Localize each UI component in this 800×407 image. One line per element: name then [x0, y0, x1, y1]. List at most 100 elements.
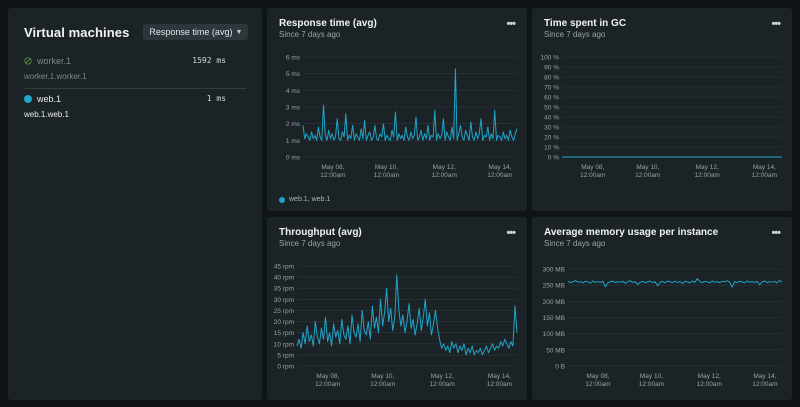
y-tick-label: 100 MB	[543, 331, 565, 338]
metric-select[interactable]: Response time (avg) ▼	[143, 24, 249, 40]
status-dot-icon	[24, 95, 32, 103]
legend-dot-icon	[279, 196, 285, 203]
y-tick-label: 150 MB	[543, 315, 565, 322]
y-tick-label: 80 %	[544, 75, 559, 82]
x-tick-label: May 14,	[753, 164, 776, 171]
y-tick-label: 10 rpm	[274, 341, 294, 348]
x-tick-label: May 14,	[488, 373, 511, 380]
vm-name-label: web.1	[37, 94, 62, 104]
x-tick-label: May 10,	[371, 373, 394, 380]
y-tick-label: 50 MB	[546, 347, 565, 354]
y-tick-label: 10 %	[544, 145, 559, 152]
x-tick-label: 12:00am	[315, 381, 340, 388]
y-tick-label: 0 %	[548, 155, 559, 162]
y-tick-label: 20 rpm	[274, 319, 294, 326]
x-tick-label: 12:00am	[585, 381, 610, 388]
more-options-icon[interactable]: •••	[771, 227, 781, 239]
more-options-icon[interactable]: •••	[506, 18, 516, 30]
x-tick-label: May 12,	[696, 164, 719, 171]
chart-subtitle: Since 7 days ago	[544, 239, 606, 248]
y-tick-label: 20 %	[544, 135, 559, 142]
x-tick-label: May 10,	[640, 373, 663, 380]
x-tick-label: May 08,	[581, 164, 604, 171]
x-tick-label: 12:00am	[320, 172, 345, 179]
chart-subtitle: Since 7 days ago	[544, 30, 606, 39]
y-tick-label: 200 MB	[543, 299, 565, 306]
vm-header: Virtual machines Response time (avg) ▼	[24, 22, 252, 42]
vm-sub-label: web.1.web.1	[24, 110, 69, 119]
response-time-panel: Response time (avg) Since 7 days ago •••…	[267, 8, 527, 211]
memory-usage-panel: Average memory usage per instance Since …	[532, 217, 792, 400]
y-tick-label: 6 ms	[286, 55, 301, 62]
x-tick-label: May 12,	[433, 164, 456, 171]
vm-row-web[interactable]: web.1 web.1.web.1 1 ms	[24, 94, 246, 128]
y-tick-label: 30 %	[544, 125, 559, 132]
chart-title: Response time (avg)	[279, 18, 377, 29]
virtual-machines-panel: Virtual machines Response time (avg) ▼ w…	[8, 8, 262, 400]
y-tick-label: 35 rpm	[274, 286, 294, 293]
not-allowed-icon	[24, 57, 32, 65]
vm-name: web.1	[24, 94, 61, 104]
more-options-icon[interactable]: •••	[506, 227, 516, 239]
metric-select-label: Response time (avg)	[149, 27, 233, 37]
vm-title: Virtual machines	[24, 24, 130, 40]
x-tick-label: 12:00am	[370, 381, 395, 388]
vm-value: 1592 ms	[192, 56, 226, 65]
throughput-chart: 0 rpm 5 rpm 10 rpm 15 rpm 20 rpm 25 rpm 30 rpm…	[274, 264, 518, 388]
y-tick-label: 5 rpm	[277, 352, 294, 359]
more-options-icon[interactable]: •••	[771, 18, 781, 30]
vm-value: 1 ms	[206, 94, 226, 103]
x-tick-label: May 14,	[488, 164, 511, 171]
y-tick-label: 0 ms	[286, 155, 301, 162]
y-tick-label: 45 rpm	[274, 264, 294, 271]
series-line	[567, 278, 783, 288]
series-line	[296, 274, 518, 356]
x-tick-label: May 10,	[636, 164, 659, 171]
memory-usage-chart: 0 B 50 MB 100 MB 150 MB 200 MB 250 MB 300 MB Ma…	[543, 267, 783, 388]
x-tick-label: May 10,	[375, 164, 398, 171]
x-tick-label: May 14,	[753, 373, 776, 380]
x-tick-label: 12:00am	[487, 172, 512, 179]
y-tick-label: 250 MB	[543, 283, 565, 290]
x-tick-label: 12:00am	[752, 381, 777, 388]
x-tick-label: May 08,	[321, 164, 344, 171]
x-tick-label: 12:00am	[432, 172, 457, 179]
x-tick-label: 12:00am	[487, 381, 512, 388]
chart-title: Time spent in GC	[544, 18, 627, 29]
y-tick-label: 2 ms	[286, 121, 301, 128]
throughput-panel: Throughput (avg) Since 7 days ago ••• 0 …	[267, 217, 527, 400]
chart-title: Throughput (avg)	[279, 227, 362, 238]
gc-time-panel: Time spent in GC Since 7 days ago ••• 0 …	[532, 8, 792, 211]
chevron-down-icon: ▼	[235, 28, 243, 36]
vm-name-label: worker.1	[37, 56, 72, 66]
x-tick-label: 12:00am	[580, 172, 605, 179]
series-line	[302, 68, 518, 141]
vm-row-worker[interactable]: worker.1 worker.1.worker.1 1592 ms	[24, 56, 246, 89]
y-tick-label: 100 %	[541, 55, 560, 62]
y-tick-label: 70 %	[544, 85, 559, 92]
y-tick-label: 1 ms	[286, 138, 301, 145]
x-tick-label: 12:00am	[639, 381, 664, 388]
y-tick-label: 3 ms	[286, 105, 301, 112]
x-tick-label: 12:00am	[635, 172, 660, 179]
x-tick-label: 12:00am	[695, 172, 720, 179]
x-tick-label: May 08,	[586, 373, 609, 380]
y-tick-label: 30 rpm	[274, 297, 294, 304]
y-tick-label: 40 %	[544, 115, 559, 122]
y-tick-label: 40 rpm	[274, 275, 294, 282]
chart-subtitle: Since 7 days ago	[279, 239, 341, 248]
x-tick-label: 12:00am	[697, 381, 722, 388]
chart-legend[interactable]: web.1, web.1	[279, 196, 330, 203]
vm-name: worker.1	[24, 56, 71, 66]
legend-label: web.1, web.1	[289, 196, 331, 203]
y-tick-label: 5 ms	[286, 71, 301, 78]
chart-subtitle: Since 7 days ago	[279, 30, 341, 39]
x-tick-label: 12:00am	[430, 381, 455, 388]
x-tick-label: 12:00am	[752, 172, 777, 179]
x-tick-label: May 12,	[698, 373, 721, 380]
y-tick-label: 300 MB	[543, 267, 565, 274]
y-tick-label: 15 rpm	[274, 330, 294, 337]
x-tick-label: May 08,	[316, 373, 339, 380]
gc-time-chart: 0 % 10 % 20 % 30 % 40 % 50 % 60 % 70 % 80 % 90 % 1…	[541, 55, 782, 179]
